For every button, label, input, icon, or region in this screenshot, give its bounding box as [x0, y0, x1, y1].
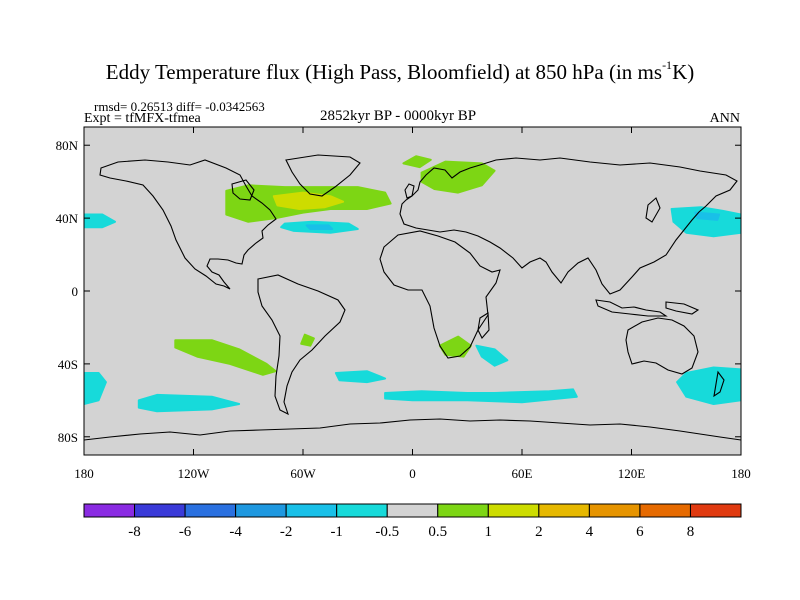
coast-hudson-bay — [231, 179, 255, 201]
figure-title: Eddy Temperature flux (High Pass, Bloomf… — [105, 58, 695, 84]
region-south-indian-negative — [384, 388, 578, 404]
colorbar-swatch — [134, 503, 186, 518]
colorbar-label: 0.5 — [428, 524, 447, 540]
coast-madagascar — [477, 312, 490, 339]
x-tick-label: 120E — [618, 466, 646, 481]
region-north-pacific-west-core — [694, 211, 721, 221]
coast-indonesia — [595, 299, 668, 317]
x-tick-label: 60E — [512, 466, 533, 481]
contour-regions — [84, 155, 741, 413]
colorbar-label: 6 — [636, 524, 644, 540]
region-north-pacific-east-negative — [84, 213, 116, 229]
colorbar-label: 1 — [485, 524, 493, 540]
colorbar-label: -0.5 — [375, 524, 399, 540]
colorbar-swatch — [184, 503, 237, 518]
region-southern-ocean-negative — [137, 393, 241, 413]
colorbar-swatch — [386, 503, 439, 518]
region-south-atlantic-negative — [334, 370, 387, 384]
region-north-atlantic-core — [272, 191, 345, 210]
map-axes: 180 120W 60W 0 60E 120E 180 80N 40N 0 40S 80S — [56, 127, 751, 481]
region-tasman-negative — [676, 366, 741, 405]
coast-south-america — [257, 274, 346, 416]
y-tick-label: 80N — [56, 138, 79, 153]
y-tick-label: 80S — [58, 430, 78, 445]
region-gulf-stream-core — [305, 224, 334, 230]
colorbar-label: -2 — [280, 524, 293, 540]
colorbar-label: 8 — [687, 524, 695, 540]
coast-japan — [645, 197, 661, 223]
y-tick-label: 0 — [72, 284, 79, 299]
coast-new-zealand — [713, 370, 725, 398]
coast-eurasia — [399, 157, 738, 295]
colorbar-swatch — [538, 503, 590, 518]
colorbar-swatch — [235, 503, 287, 518]
region-barents-positive — [402, 155, 432, 169]
colorbar-swatch — [487, 503, 540, 518]
coast-great-britain — [404, 183, 415, 199]
region-mozambique-negative — [475, 344, 509, 367]
period-label: 2852kyr BP - 0000kyr BP — [320, 108, 477, 124]
region-south-america-positive — [300, 333, 315, 347]
x-tick-label: 120W — [178, 466, 211, 481]
colorbar-label: -4 — [229, 524, 242, 540]
colorbar: -8 -6 -4 -2 -1 -0.5 0.5 1 2 4 6 8 — [83, 503, 742, 540]
colorbar-swatch — [639, 503, 691, 518]
x-tick-label: 60W — [290, 466, 316, 481]
colorbar-swatch — [83, 503, 136, 518]
coast-antarctica — [84, 418, 741, 441]
coast-new-guinea — [665, 301, 700, 315]
y-tick-label: 40N — [56, 211, 79, 226]
coast-north-america — [99, 159, 277, 290]
x-tick-label: 180 — [74, 466, 94, 481]
colorbar-label: -6 — [179, 524, 192, 540]
colorbar-swatch — [285, 503, 338, 518]
region-north-pacific-west-negative — [670, 206, 741, 238]
colorbar-label: 2 — [535, 524, 543, 540]
colorbar-swatch — [689, 503, 742, 518]
experiment-label: Expt = tfMFX-tfmea — [84, 111, 201, 126]
coast-greenland — [285, 154, 361, 197]
colorbar-swatch — [437, 503, 489, 518]
coastlines — [84, 154, 741, 441]
colorbar-label: -1 — [330, 524, 343, 540]
colorbar-swatch — [588, 503, 641, 518]
coast-australia — [625, 317, 699, 375]
colorbar-swatch — [336, 503, 388, 518]
season-label: ANN — [709, 111, 740, 126]
colorbar-label: 4 — [586, 524, 594, 540]
x-tick-label: 180 — [731, 466, 751, 481]
y-tick-label: 40S — [58, 357, 78, 372]
region-south-pacific-positive — [174, 339, 277, 376]
x-tick-label: 0 — [409, 466, 416, 481]
rmsd-diff-label: rmsd= 0.26513 diff= -0.0342563 — [94, 99, 265, 114]
colorbar-label: -8 — [128, 524, 141, 540]
region-south-pacific-west-negative — [84, 372, 107, 405]
